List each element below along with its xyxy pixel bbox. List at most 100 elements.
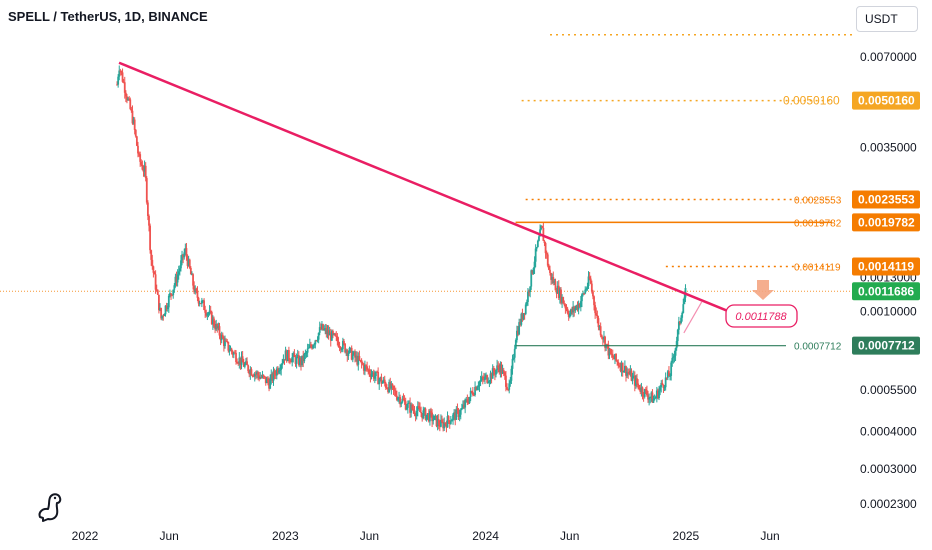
- candle-body: [254, 373, 257, 375]
- candle-body: [144, 165, 147, 179]
- candle-body: [664, 377, 667, 388]
- candle-body: [259, 377, 262, 379]
- candle-body: [286, 350, 289, 362]
- candle-body: [130, 108, 133, 111]
- candle-body: [133, 119, 136, 130]
- candle-body: [612, 357, 615, 360]
- level-label: 0.0014119: [794, 263, 841, 274]
- candle-body: [635, 378, 637, 386]
- candle-body: [205, 312, 208, 316]
- candle-body: [595, 313, 598, 316]
- candle-body: [584, 289, 587, 294]
- currency-selector[interactable]: USDT: [856, 6, 918, 32]
- candle-body: [211, 318, 214, 325]
- candle-body: [633, 375, 636, 386]
- candle-body: [245, 361, 247, 365]
- candle-body: [641, 387, 644, 395]
- candle-body: [443, 422, 446, 429]
- candle-body: [150, 250, 153, 260]
- candle-body: [359, 360, 362, 362]
- candle-body: [185, 248, 188, 257]
- candle-body: [514, 340, 517, 349]
- axis-price-tag-text: 0.0023553: [858, 193, 915, 207]
- candle-body: [425, 414, 428, 420]
- candle-body: [668, 371, 670, 377]
- candle-body: [370, 374, 373, 377]
- candle-body: [361, 363, 364, 365]
- candle-body: [235, 352, 237, 363]
- candle-body: [567, 313, 570, 317]
- candle-body: [158, 294, 160, 311]
- candle-body: [481, 376, 484, 379]
- candle-body: [518, 322, 521, 335]
- candle-body: [338, 346, 341, 348]
- candle-body: [670, 362, 673, 376]
- candle-body: [327, 330, 330, 336]
- candle-body: [122, 81, 125, 83]
- candle-body: [393, 389, 396, 391]
- candle-body: [530, 270, 533, 287]
- candle-body: [521, 313, 524, 320]
- candle-body: [525, 301, 528, 305]
- candle-body: [382, 379, 385, 383]
- candle-body: [153, 272, 156, 275]
- candle-body: [132, 119, 135, 124]
- candle-body: [524, 304, 527, 314]
- candle-body: [129, 99, 132, 109]
- candle-body: [492, 368, 495, 373]
- y-tick-label: 0.0035000: [860, 141, 917, 155]
- candle-body: [290, 361, 293, 363]
- candle-body: [159, 307, 161, 311]
- candle-body: [164, 305, 167, 315]
- x-tick-label: 2025: [673, 529, 700, 543]
- candle-body: [373, 376, 376, 379]
- x-tick-label: 2023: [272, 529, 299, 543]
- candle-body: [234, 352, 236, 354]
- candle-body: [323, 328, 326, 330]
- candle-body: [544, 243, 547, 254]
- candle-body: [307, 347, 310, 349]
- candle-body: [429, 410, 431, 422]
- candle-body: [378, 379, 381, 385]
- chart-title: SPELL / TetherUS, 1D, BINANCE: [8, 9, 208, 24]
- candle-body: [617, 361, 620, 366]
- candle-body: [350, 347, 353, 360]
- candle-body: [194, 288, 197, 293]
- candle-body: [506, 386, 508, 390]
- candle-body: [267, 378, 269, 383]
- candle-body: [434, 415, 437, 417]
- candle-body: [337, 341, 340, 347]
- candle-body: [241, 356, 244, 363]
- candle-body: [540, 225, 543, 230]
- candle-body: [644, 389, 647, 391]
- candle-body: [174, 276, 177, 286]
- candle-body: [490, 373, 493, 379]
- candle-body: [120, 70, 123, 73]
- candle-body: [528, 291, 530, 293]
- candle-body: [654, 396, 657, 399]
- candle-body: [139, 154, 142, 162]
- candle-body: [660, 382, 663, 388]
- candle-body: [462, 404, 464, 409]
- candle-body: [587, 276, 590, 287]
- candle-body: [138, 153, 140, 155]
- candle-body: [419, 408, 421, 413]
- candle-body: [248, 371, 251, 375]
- candle-body: [177, 271, 180, 275]
- candle-body: [191, 274, 193, 276]
- candle-body: [463, 404, 465, 408]
- candle-body: [672, 357, 675, 359]
- candle-body: [299, 358, 301, 365]
- candle-body: [680, 317, 682, 324]
- candle-body: [269, 379, 272, 389]
- candle-body: [193, 285, 196, 293]
- candle-body: [172, 289, 175, 296]
- candle-body: [550, 272, 552, 280]
- candle-body: [240, 356, 243, 365]
- candle-body: [221, 334, 224, 339]
- candle-body: [438, 424, 441, 427]
- candle-body: [577, 303, 580, 310]
- candle-body: [151, 259, 154, 267]
- candle-body: [292, 353, 295, 358]
